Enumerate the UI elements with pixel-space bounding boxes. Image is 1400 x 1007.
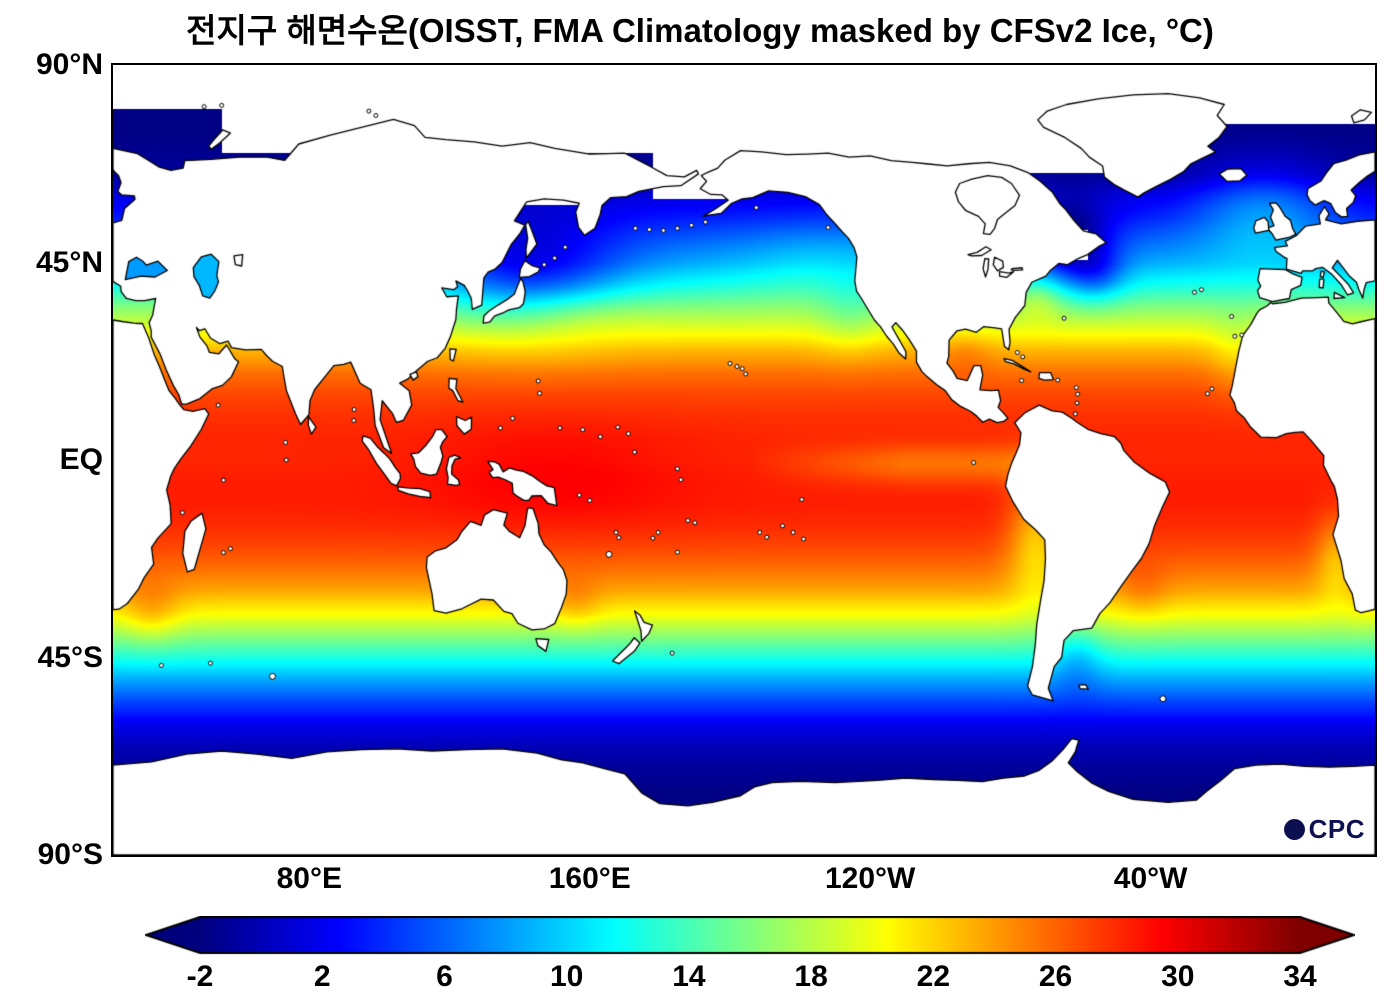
lat-tick-label: 45°N xyxy=(35,245,103,279)
colorbar-canvas xyxy=(145,916,1355,958)
lat-tick-label: EQ xyxy=(59,443,103,476)
map-canvas xyxy=(113,65,1375,855)
colorbar-tick-label: 10 xyxy=(549,960,584,993)
lat-tick-label: 45°S xyxy=(37,640,103,674)
lon-tick-label: 40°W xyxy=(1113,862,1188,895)
cpc-logo-text: CPC xyxy=(1308,814,1365,844)
colorbar-tick-label: 2 xyxy=(313,960,331,993)
colorbar-tick-label: 6 xyxy=(436,960,453,993)
lat-tick-label: 90°S xyxy=(37,838,103,871)
colorbar-tick-label: 18 xyxy=(794,960,828,993)
colorbar: -2 2 6 10 14 18 22 26 30 34 xyxy=(145,916,1355,1006)
figure-title: 전지구 해면수온(OISST, FMA Climatology masked b… xyxy=(186,12,1214,49)
colorbar-tick-label: 26 xyxy=(1038,960,1073,993)
colorbar-tick-label: 22 xyxy=(916,960,951,993)
colorbar-tick-label: 14 xyxy=(672,960,706,993)
colorbar-tick-label: -2 xyxy=(186,960,214,993)
lat-tick-label: 90°N xyxy=(35,48,103,81)
cpc-logo: CPC xyxy=(1283,814,1365,845)
lon-tick-label: 80°E xyxy=(276,862,342,895)
cpc-logo-circle-icon xyxy=(1283,819,1305,840)
colorbar-tick-label: 30 xyxy=(1161,960,1195,993)
colorbar-tick-label: 34 xyxy=(1283,960,1317,993)
lon-tick-label: 120°W xyxy=(825,862,916,895)
lon-tick-label: 160°E xyxy=(548,862,631,895)
map-frame: CPC xyxy=(111,63,1377,857)
